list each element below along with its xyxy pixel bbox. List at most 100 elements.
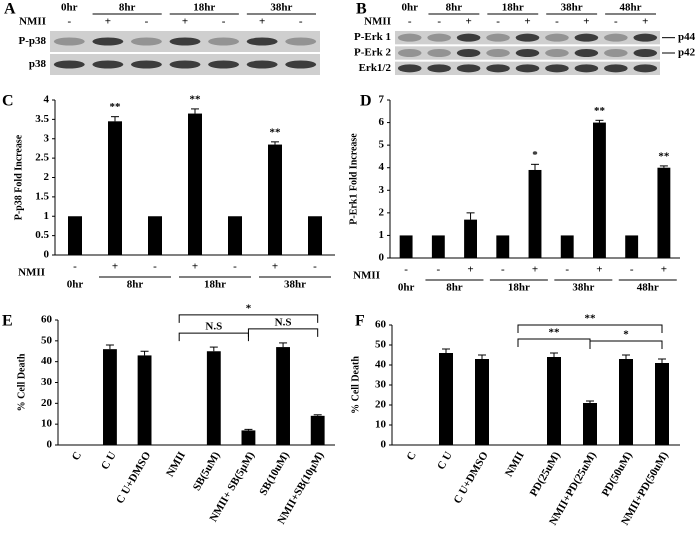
x-tick-label: PD(25uM) xyxy=(528,449,563,498)
blot-band xyxy=(285,37,317,46)
x-tick-label: - xyxy=(313,261,317,273)
time-label: 18hr xyxy=(193,2,215,14)
blot-band xyxy=(633,64,658,73)
bar xyxy=(308,216,322,255)
time-label: 18hr xyxy=(502,2,524,14)
significance-label: N.S xyxy=(275,316,292,328)
bar xyxy=(528,169,542,258)
blot-band xyxy=(169,37,201,46)
y-tick-label: 0.5 xyxy=(35,229,49,241)
panel-letter: B xyxy=(356,1,367,18)
y-tick-label: 0 xyxy=(381,439,387,451)
x-tick-label: - xyxy=(501,264,505,276)
blot-band xyxy=(285,60,317,69)
significance-label: ** xyxy=(658,150,670,162)
sign: - xyxy=(145,16,149,28)
x-group-label: 48hr xyxy=(637,282,659,294)
time-label: 38hr xyxy=(561,2,583,14)
bar xyxy=(399,235,413,258)
blot-band xyxy=(486,33,510,42)
x-tick-label: + xyxy=(272,261,278,273)
bar xyxy=(657,167,671,258)
sign: - xyxy=(437,16,441,28)
blot-band xyxy=(515,49,540,57)
band-label: Erk1/2 xyxy=(359,62,392,74)
x-tick-label: NMII xyxy=(503,450,527,479)
y-tick-label: 60 xyxy=(375,319,387,331)
blot-band xyxy=(515,64,540,73)
y-tick-label: 1 xyxy=(379,229,385,241)
bar xyxy=(108,121,122,255)
bar xyxy=(206,351,221,445)
x-tick-label: NMII xyxy=(164,450,188,479)
y-tick-label: 0 xyxy=(47,439,53,451)
blot-band xyxy=(574,33,599,42)
x-tick-label: + xyxy=(112,261,118,273)
y-tick-label: 4 xyxy=(44,94,50,106)
x-row-label: NMII xyxy=(353,270,380,282)
significance-label: * xyxy=(246,302,252,314)
x-tick-label: PD(50uM) xyxy=(600,449,635,498)
blot-band xyxy=(427,49,451,57)
bar xyxy=(655,363,669,445)
y-tick-label: 3.5 xyxy=(35,113,49,125)
x-tick-label: - xyxy=(404,264,408,276)
y-tick-label: 1 xyxy=(44,210,50,222)
sign: - xyxy=(496,16,500,28)
x-tick-label: + xyxy=(596,264,602,276)
bar xyxy=(431,235,445,258)
sign: + xyxy=(642,16,648,28)
x-row-label: NMII xyxy=(18,267,45,279)
y-tick-label: 1.5 xyxy=(35,190,49,202)
y-tick-label: 50 xyxy=(375,339,387,351)
row-label: NMII xyxy=(364,16,391,28)
y-axis-label: P-Erk1 Fold Increase xyxy=(348,133,359,225)
blot-band xyxy=(246,37,278,46)
y-tick-label: 3 xyxy=(379,184,385,196)
row-label: NMII xyxy=(19,16,46,28)
time-label: 48hr xyxy=(620,2,642,14)
blot-band xyxy=(574,64,599,73)
time-label: 0hr xyxy=(401,2,418,14)
blot-band xyxy=(131,37,162,46)
time-label: 8hr xyxy=(446,2,463,14)
blot-band xyxy=(456,49,481,57)
bar xyxy=(464,219,477,258)
y-tick-label: 30 xyxy=(375,379,387,391)
y-tick-label: 20 xyxy=(375,399,387,411)
significance-label: * xyxy=(532,149,538,161)
bar xyxy=(268,144,282,255)
bar xyxy=(496,235,510,258)
band-label: P-Erk 1 xyxy=(354,31,391,43)
blot-band xyxy=(92,60,124,69)
x-tick-label: C xyxy=(404,450,418,463)
side-label: p44 xyxy=(678,31,696,43)
sign: - xyxy=(614,16,618,28)
x-tick-label: - xyxy=(153,261,157,273)
bar xyxy=(148,216,162,255)
panel-letter: E xyxy=(2,313,13,330)
x-group-label: 8hr xyxy=(446,282,463,294)
blot-band xyxy=(456,33,481,42)
x-tick-label: SB(5uM) xyxy=(191,449,223,492)
x-tick-label: + xyxy=(532,264,538,276)
time-label: 0hr xyxy=(61,2,78,14)
significance-label: ** xyxy=(110,101,122,113)
sign: + xyxy=(182,16,188,28)
blot-band xyxy=(486,49,510,57)
bar xyxy=(439,353,453,445)
sign: + xyxy=(524,16,530,28)
significance-bracket xyxy=(178,314,319,323)
blot-band xyxy=(92,37,124,46)
y-tick-label: 7 xyxy=(379,94,385,106)
x-group-label: 18hr xyxy=(204,279,226,291)
blot-band xyxy=(397,33,422,42)
panel-letter: A xyxy=(4,1,16,18)
time-label: 38hr xyxy=(270,2,292,14)
x-group-label: 8hr xyxy=(127,279,144,291)
band-label: P-Erk 2 xyxy=(354,47,391,59)
y-axis-label: P-p38 Fold Increase xyxy=(13,134,24,220)
blot-band xyxy=(604,64,628,73)
blot-band xyxy=(397,64,422,73)
